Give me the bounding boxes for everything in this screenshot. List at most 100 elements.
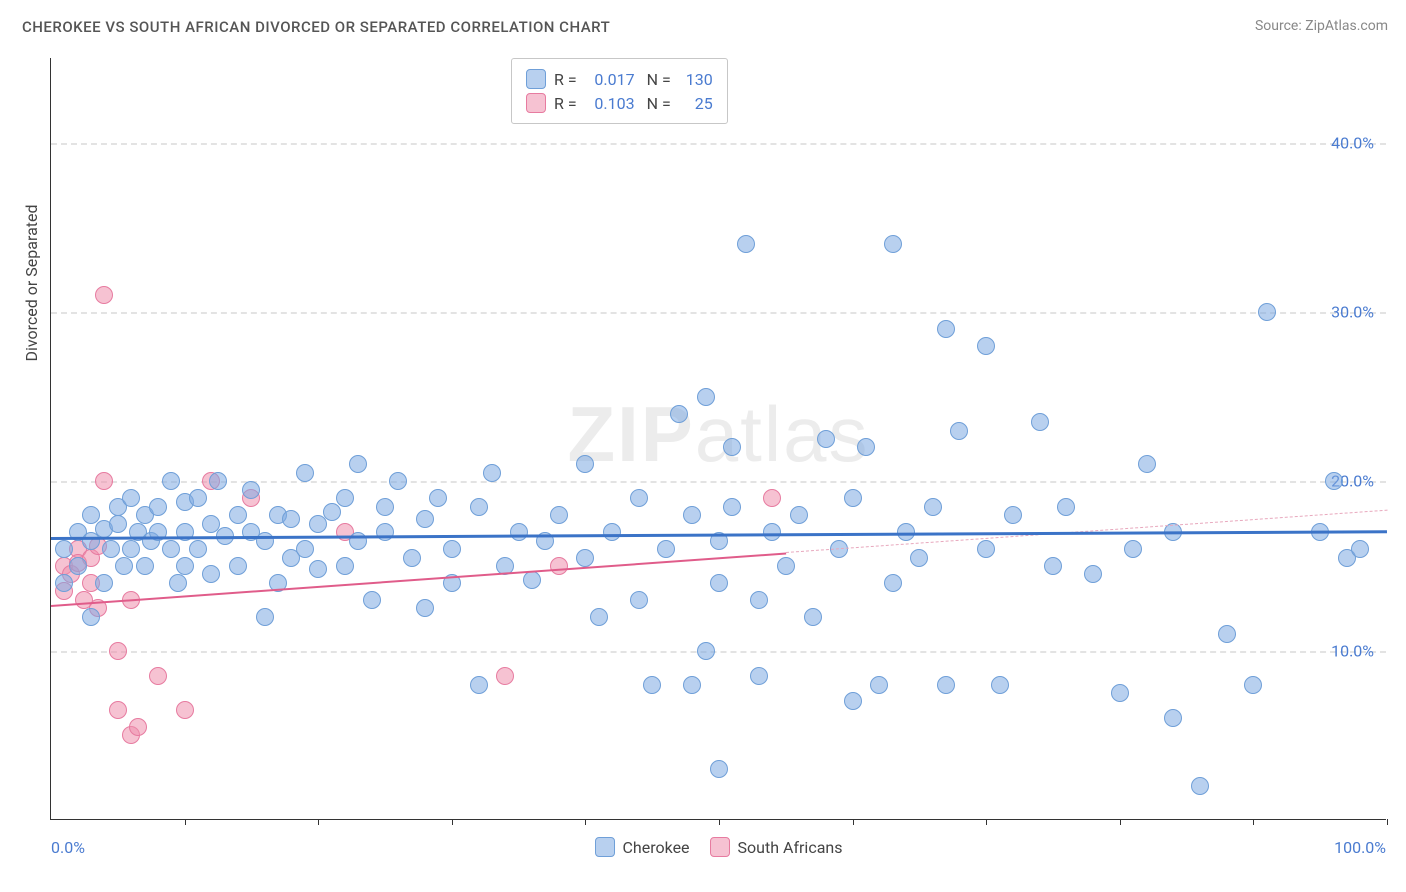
- scatter-point: [470, 498, 488, 516]
- y-tick-label: 40.0%: [1331, 133, 1374, 152]
- scatter-point: [209, 472, 227, 490]
- scatter-point: [1191, 777, 1209, 795]
- scatter-point: [977, 337, 995, 355]
- scatter-point: [550, 506, 568, 524]
- scatter-point: [176, 557, 194, 575]
- x-tick-mark: [1253, 819, 1254, 825]
- scatter-point: [282, 510, 300, 528]
- scatter-point: [576, 455, 594, 473]
- scatter-point: [1218, 625, 1236, 643]
- scatter-point: [576, 549, 594, 567]
- scatter-point: [376, 498, 394, 516]
- scatter-point: [470, 676, 488, 694]
- scatter-point: [109, 515, 127, 533]
- x-tick-mark: [185, 819, 186, 825]
- scatter-point: [844, 489, 862, 507]
- scatter-point: [363, 591, 381, 609]
- scatter-point: [1244, 676, 1262, 694]
- scatter-point: [296, 464, 314, 482]
- scatter-point: [683, 676, 701, 694]
- gridline-h: [51, 312, 1386, 314]
- scatter-point: [229, 557, 247, 575]
- x-min-label: 0.0%: [51, 838, 85, 857]
- scatter-point: [1057, 498, 1075, 516]
- x-tick-mark: [1120, 819, 1121, 825]
- legend-row-sa: R = 0.103 N = 25: [526, 91, 713, 115]
- scatter-point: [1164, 709, 1182, 727]
- x-tick-mark: [585, 819, 586, 825]
- scatter-point: [723, 438, 741, 456]
- scatter-point: [256, 608, 274, 626]
- scatter-point: [991, 676, 1009, 694]
- swatch-sa: [526, 93, 546, 113]
- legend-label-cherokee: Cherokee: [623, 838, 690, 857]
- scatter-point: [1325, 472, 1343, 490]
- scatter-point: [229, 506, 247, 524]
- scatter-point: [750, 591, 768, 609]
- scatter-point: [336, 489, 354, 507]
- scatter-point: [69, 557, 87, 575]
- chart-container: { "title": "CHEROKEE VS SOUTH AFRICAN DI…: [0, 0, 1406, 892]
- scatter-point: [950, 422, 968, 440]
- x-tick-mark: [986, 819, 987, 825]
- scatter-point: [763, 523, 781, 541]
- scatter-point: [122, 489, 140, 507]
- scatter-point: [977, 540, 995, 558]
- scatter-point: [790, 506, 808, 524]
- scatter-point: [590, 608, 608, 626]
- scatter-point: [376, 523, 394, 541]
- scatter-point: [603, 523, 621, 541]
- scatter-point: [550, 557, 568, 575]
- legend-label-sa: South Africans: [738, 838, 843, 857]
- watermark-light: atlas: [695, 389, 870, 477]
- scatter-point: [429, 489, 447, 507]
- scatter-point: [1138, 455, 1156, 473]
- scatter-point: [657, 540, 675, 558]
- scatter-point: [256, 532, 274, 550]
- scatter-point: [149, 498, 167, 516]
- scatter-point: [870, 676, 888, 694]
- scatter-point: [750, 667, 768, 685]
- scatter-point: [309, 560, 327, 578]
- scatter-point: [710, 574, 728, 592]
- legend-item-cherokee: Cherokee: [595, 837, 690, 857]
- scatter-point: [189, 540, 207, 558]
- legend-item-sa: South Africans: [710, 837, 843, 857]
- x-tick-mark: [318, 819, 319, 825]
- scatter-point: [937, 676, 955, 694]
- scatter-point: [737, 235, 755, 253]
- scatter-point: [82, 608, 100, 626]
- scatter-point: [1258, 303, 1276, 321]
- scatter-point: [1111, 684, 1129, 702]
- scatter-point: [510, 523, 528, 541]
- scatter-point: [242, 481, 260, 499]
- scatter-point: [95, 286, 113, 304]
- scatter-point: [683, 506, 701, 524]
- scatter-point: [176, 701, 194, 719]
- x-max-label: 100.0%: [1334, 838, 1386, 857]
- legend-correlation-box: R = 0.017 N = 130 R = 0.103 N = 25: [511, 58, 728, 124]
- gridline-h: [51, 651, 1386, 653]
- scatter-point: [697, 388, 715, 406]
- scatter-point: [884, 235, 902, 253]
- scatter-point: [496, 667, 514, 685]
- y-tick-label: 30.0%: [1331, 303, 1374, 322]
- scatter-point: [443, 540, 461, 558]
- scatter-point: [523, 571, 541, 589]
- scatter-point: [817, 430, 835, 448]
- scatter-point: [643, 676, 661, 694]
- x-tick-mark: [853, 819, 854, 825]
- scatter-point: [1124, 540, 1142, 558]
- scatter-point: [630, 591, 648, 609]
- scatter-point: [884, 574, 902, 592]
- scatter-point: [723, 498, 741, 516]
- scatter-point: [95, 574, 113, 592]
- scatter-point: [1044, 557, 1062, 575]
- scatter-point: [162, 540, 180, 558]
- scatter-point: [102, 540, 120, 558]
- scatter-point: [115, 557, 133, 575]
- r-value-sa: 0.103: [585, 94, 635, 113]
- scatter-point: [1031, 413, 1049, 431]
- x-tick-mark: [452, 819, 453, 825]
- scatter-point: [136, 557, 154, 575]
